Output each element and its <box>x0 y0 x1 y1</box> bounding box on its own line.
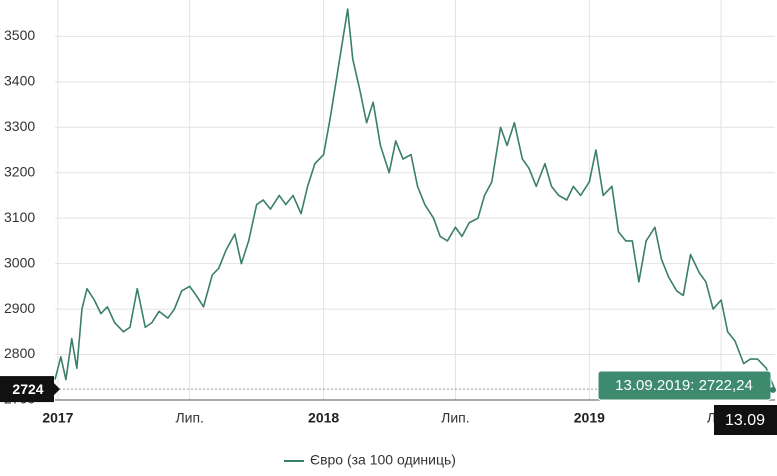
legend-label: Євро (за 100 одиниць) <box>310 452 456 468</box>
tooltip-box <box>597 370 772 401</box>
tooltip-text: 13.09.2019: 2722,24 <box>615 377 753 394</box>
crosshair-x-box <box>714 405 777 435</box>
y-tick-label: 3100 <box>4 209 35 225</box>
x-tick-label: Лип. <box>441 410 469 426</box>
y-tick-label: 3400 <box>4 73 35 89</box>
crosshair-y-box <box>0 376 54 403</box>
crosshair-x-label: 13.09 <box>725 412 765 429</box>
y-tick-label: 3500 <box>4 27 35 43</box>
x-tick-label: 2017 <box>42 410 73 426</box>
x-tick-label: 2019 <box>574 410 605 426</box>
crosshair-y-arrow <box>54 383 60 396</box>
y-tick-label: 2800 <box>4 345 35 361</box>
y-tick-label: 3200 <box>4 163 35 179</box>
y-tick-label: 2900 <box>4 300 35 316</box>
y-tick-label: 3300 <box>4 118 35 134</box>
x-tick-label: 2018 <box>308 410 339 426</box>
x-tick-label: Лип. <box>175 410 203 426</box>
y-tick-label: 3000 <box>4 254 35 270</box>
crosshair-y-label: 2724 <box>12 381 43 397</box>
tooltip-point <box>770 386 776 393</box>
line-series <box>54 8 776 391</box>
